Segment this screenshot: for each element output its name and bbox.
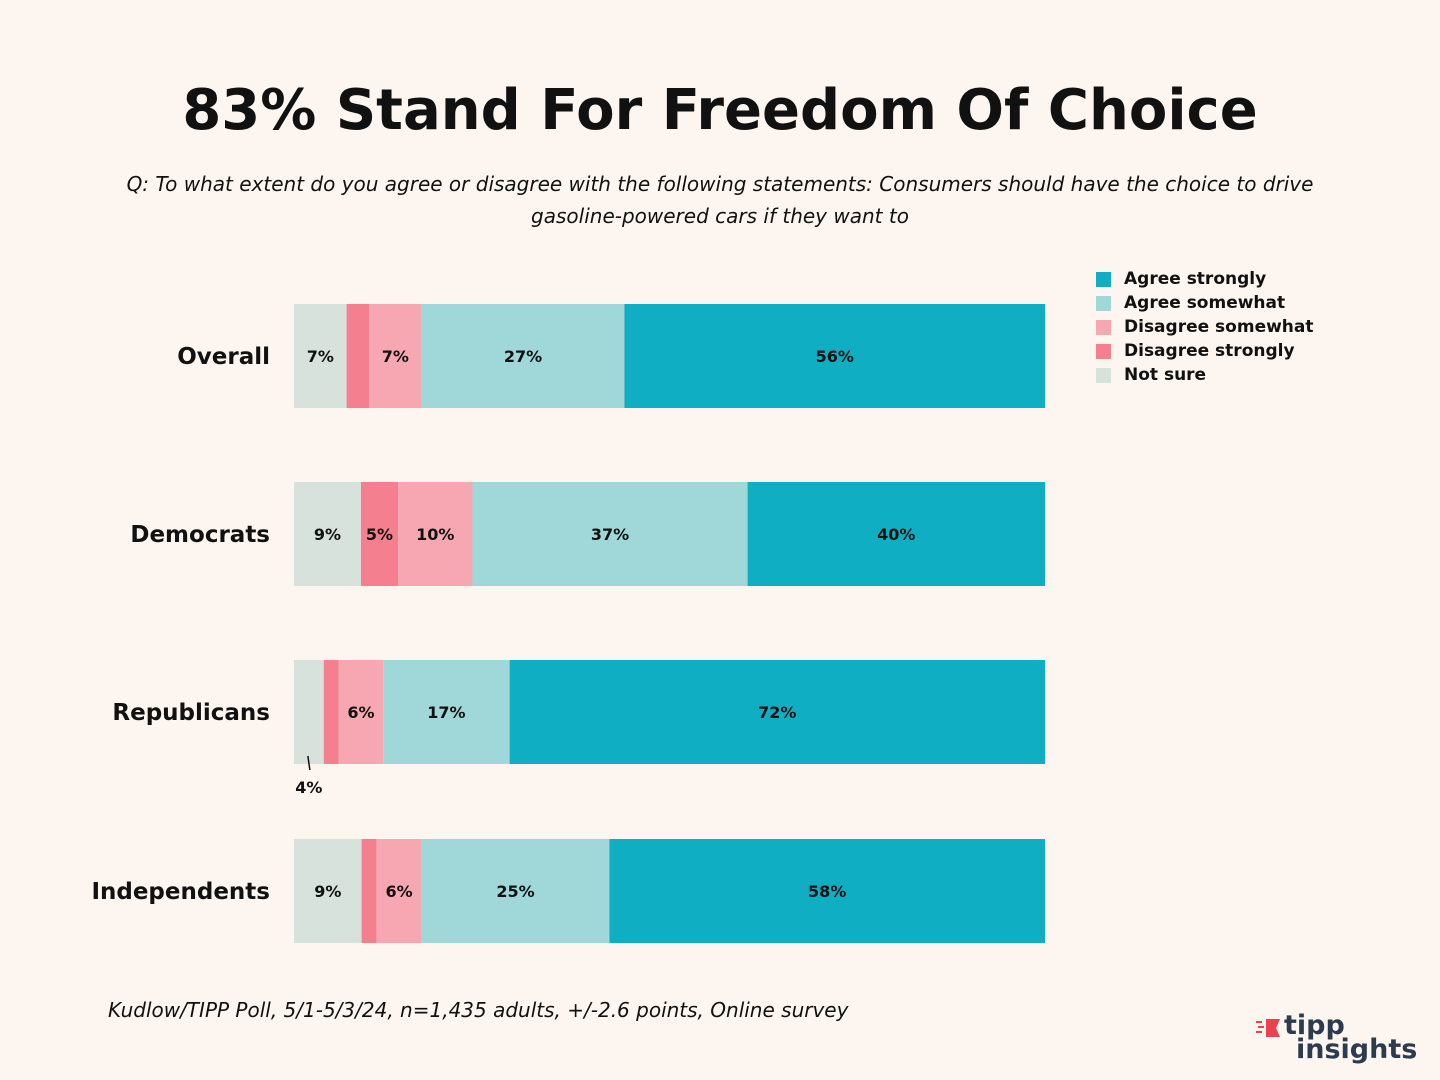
bar-segment-independents-agree-strongly: [609, 839, 1045, 943]
bar-segment-overall-agree-strongly: [624, 304, 1045, 408]
bar-segment-democrats-disagree-strongly: [360, 482, 399, 586]
category-label-democrats: Democrats: [130, 522, 270, 548]
data-label-overall-agree-somewhat: 27%: [504, 347, 542, 366]
bar-segment-overall-not-sure: [294, 304, 347, 408]
bar-segment-democrats-not-sure: [294, 482, 361, 586]
category-label-republicans: Republicans: [112, 700, 270, 726]
data-label-independents-agree-somewhat: 25%: [496, 882, 534, 901]
data-label-overall-agree-strongly: 56%: [816, 347, 854, 366]
tipp-insights-logo: tipp insights: [1256, 1010, 1417, 1068]
data-label-democrats-disagree-strongly: 5%: [366, 525, 393, 544]
data-label-democrats-not-sure: 9%: [314, 525, 341, 544]
logo-text-tipp: tipp: [1284, 1010, 1345, 1041]
bar-segment-democrats-agree-somewhat: [472, 482, 748, 586]
data-label-republicans-agree-strongly: 72%: [758, 703, 796, 722]
bar-segment-independents-disagree-strongly: [361, 839, 377, 943]
data-label-democrats-agree-strongly: 40%: [877, 525, 915, 544]
category-label-overall: Overall: [177, 344, 270, 370]
legend-label: Disagree somewhat: [1124, 317, 1314, 337]
bar-segment-overall-disagree-somewhat: [369, 304, 422, 408]
logo-text-insights: insights: [1296, 1034, 1418, 1065]
legend-item: Not sure: [1096, 363, 1314, 387]
bar-segment-republicans-agree-strongly: [509, 660, 1045, 764]
data-label-overall-not-sure: 7%: [307, 347, 334, 366]
bar-segment-republicans-not-sure: [294, 660, 324, 764]
bar-segment-democrats-agree-strongly: [747, 482, 1045, 586]
bar-segment-independents-not-sure: [294, 839, 362, 943]
category-label-independents: Independents: [91, 879, 270, 905]
legend-swatch-agree-strongly: [1096, 271, 1111, 287]
legend-swatch-disagree-somewhat: [1096, 319, 1111, 335]
legend-label: Not sure: [1124, 365, 1207, 385]
legend-swatch-disagree-strongly: [1096, 343, 1111, 359]
source-footnote: Kudlow/TIPP Poll, 5/1-5/3/24, n=1,435 ad…: [108, 998, 849, 1022]
legend-label: Agree strongly: [1124, 269, 1267, 289]
data-label-democrats-agree-somewhat: 37%: [591, 525, 629, 544]
chart-title: 83% Stand For Freedom Of Choice: [182, 78, 1258, 143]
bar-segment-republicans-agree-somewhat: [383, 660, 510, 764]
bar-segment-democrats-disagree-somewhat: [398, 482, 473, 586]
data-label-republicans-agree-somewhat: 17%: [427, 703, 465, 722]
data-label-independents-not-sure: 9%: [314, 882, 341, 901]
data-label-democrats-disagree-somewhat: 10%: [416, 525, 454, 544]
legend-swatch-not-sure: [1096, 367, 1111, 383]
bar-segment-independents-agree-somewhat: [421, 839, 610, 943]
bar-segment-republicans-disagree-strongly: [323, 660, 339, 764]
legend-item: Agree somewhat: [1096, 291, 1314, 315]
callout-leader-line: [307, 755, 311, 771]
bar-segment-overall-agree-somewhat: [421, 304, 625, 408]
legend-label: Agree somewhat: [1124, 293, 1286, 313]
legend: Agree strongly Agree somewhat Disagree s…: [1096, 267, 1314, 387]
chart-subtitle: Q: To what extent do you agree or disagr…: [126, 172, 1314, 228]
bar-segment-independents-disagree-somewhat: [376, 839, 422, 943]
bar-segment-overall-disagree-strongly: [346, 304, 370, 408]
legend-item: Agree strongly: [1096, 267, 1314, 291]
data-label-republicans-disagree-somewhat: 6%: [347, 703, 374, 722]
legend-swatch-agree-somewhat: [1096, 295, 1111, 311]
data-label-independents-disagree-somewhat: 6%: [386, 882, 413, 901]
legend-item: Disagree somewhat: [1096, 315, 1314, 339]
data-label-republicans-not-sure: 4%: [295, 778, 322, 797]
legend-label: Disagree strongly: [1124, 341, 1295, 361]
logo-flag-icon: [1256, 1019, 1280, 1037]
legend-item: Disagree strongly: [1096, 339, 1314, 363]
data-label-overall-disagree-somewhat: 7%: [382, 347, 409, 366]
data-label-independents-agree-strongly: 58%: [808, 882, 846, 901]
bar-segment-republicans-disagree-somewhat: [338, 660, 384, 764]
